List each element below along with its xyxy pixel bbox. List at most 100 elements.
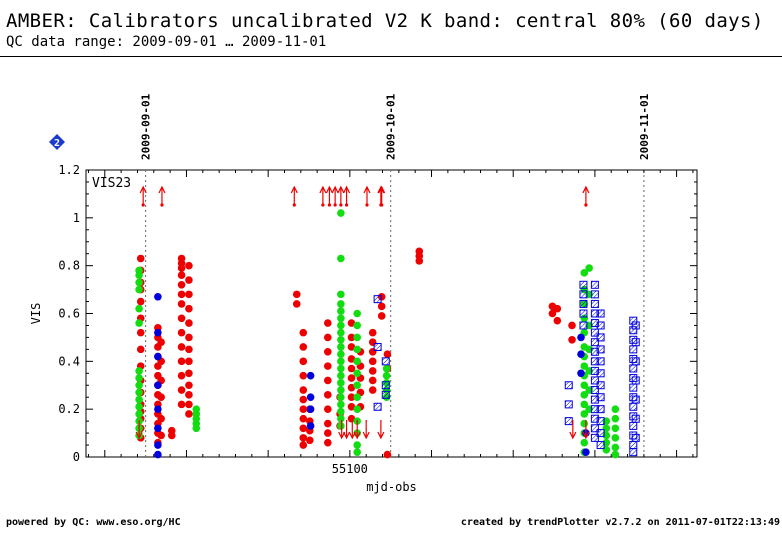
data-point-green [337,364,345,373]
data-point-green [337,254,345,263]
data-point-blue-square [629,448,638,457]
arrow-base [333,203,337,207]
data-point-blue-square [579,280,588,289]
data-point-red [292,300,301,308]
data-point-red [299,434,308,442]
data-point-green [611,424,620,433]
data-point-red [323,419,332,428]
outlier-arrow-up [290,185,298,207]
data-point-green [353,441,361,449]
data-point-red [185,369,193,378]
data-point-blue-square [590,376,599,385]
data-point-blue-square [590,424,599,433]
data-point-red [323,362,332,370]
arrow-head [331,185,339,194]
data-point-red [136,297,145,306]
outlier-arrow-up [325,185,333,207]
data-point-green [135,319,143,327]
data-point-blue [582,448,590,457]
data-point-green [580,400,589,409]
panel-label: VIS23 [92,176,131,191]
data-point-green [337,386,345,394]
data-point-red [299,414,308,423]
arrow-base [339,203,343,207]
data-point-red [415,257,424,265]
data-point-blue [154,450,162,459]
outlier-arrow-down [343,420,351,440]
outlier-arrow-down [135,420,143,440]
data-point-green [337,336,345,344]
data-point-red [136,328,145,337]
data-point-green [611,443,620,452]
outlier-arrow-up [378,185,386,207]
help-badge-label: 2 [54,138,60,149]
data-point-red [299,441,308,449]
data-point-blue-square [373,342,382,351]
y-tick-label: 0.8 [58,259,80,273]
y-tick-label: 0.4 [58,354,80,368]
data-point-green [337,414,345,423]
data-point-blue-square [631,321,640,330]
data-point-green [135,271,143,280]
data-point-green [353,393,361,402]
data-point-red [368,376,377,385]
data-point-blue-square [631,338,640,347]
data-point-red [157,431,165,440]
data-point-red [299,328,308,337]
arrow-head [325,185,333,194]
data-point-blue [154,381,162,390]
x-axis-label: mjd-obs [366,480,417,494]
data-point-green [337,343,345,351]
data-point-blue [306,371,315,380]
data-point-green [337,371,345,380]
data-point-blue-square [596,393,605,402]
data-point-green [353,381,361,390]
outlier-arrow-up [331,185,339,207]
footer-created-by: created by trendPlotter v2.7.2 on 2011-0… [460,517,780,528]
data-point-red [347,355,356,363]
data-point-red [347,364,356,373]
data-point-green [337,300,345,308]
data-point-blue-square [629,364,638,373]
outlier-arrow-down [582,420,590,440]
data-point-red [368,357,377,366]
data-point-blue-square [631,414,640,423]
data-point-blue-square [564,400,573,409]
data-point-blue-square [631,357,640,366]
data-point-blue-square [629,345,638,354]
data-point-blue-square [596,333,605,342]
data-point-red [323,333,332,342]
data-point-blue-square [579,299,588,308]
data-point-red [323,391,332,399]
data-point-green [611,405,620,413]
data-point-red [368,367,377,375]
data-point-red [177,357,186,366]
y-tick-label: 0.2 [58,402,80,416]
data-point-blue-square [631,395,640,404]
arrow-base [292,203,296,207]
data-point-blue-square [629,421,638,430]
x-tick-label: 55100 [332,462,368,476]
outlier-arrow-down [362,420,370,440]
data-point-red [553,304,562,313]
arrow-head [343,431,351,440]
data-point-blue-square [381,357,390,366]
data-point-green [135,410,143,418]
data-point-blue-square [564,417,573,426]
data-point-red [177,371,186,380]
arrow-base [380,203,384,207]
data-point-blue-square [596,381,605,390]
data-point-red [185,391,193,399]
data-point-green [580,391,589,399]
data-point-red [177,271,186,280]
data-point-blue-square [564,381,573,390]
data-point-blue [306,422,315,430]
data-point-green [337,393,345,402]
data-point-green [337,422,345,430]
data-point-red [323,319,332,327]
data-point-red [299,357,308,366]
arrow-head [348,431,356,440]
data-point-blue [154,292,162,301]
outlier-arrow-down [353,420,361,440]
data-point-green [337,321,345,330]
